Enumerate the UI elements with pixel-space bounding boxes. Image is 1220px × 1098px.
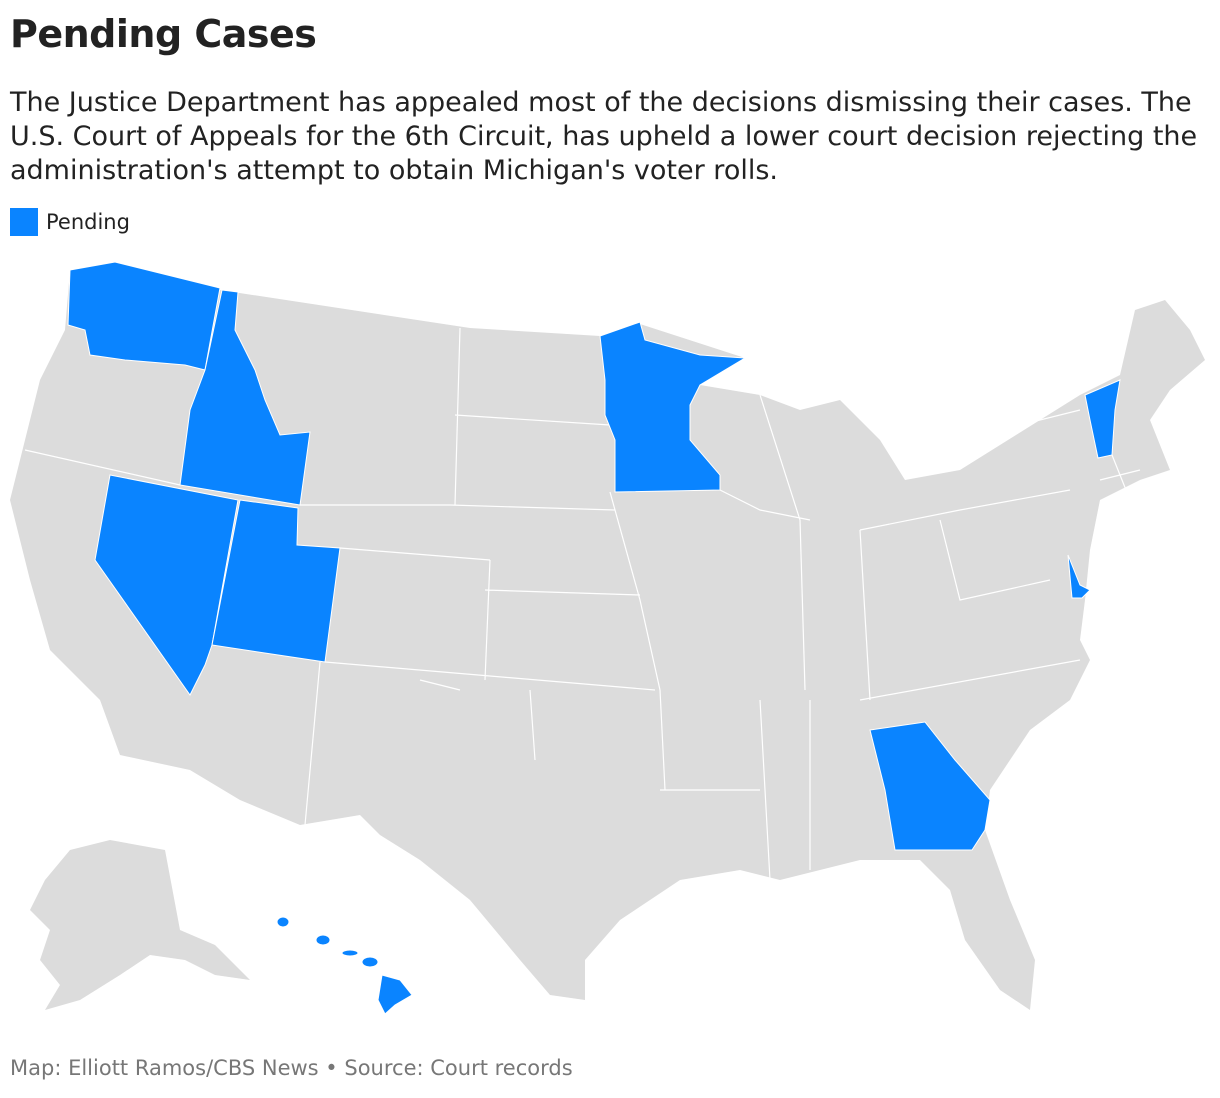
source: Source: Court records [344,1056,573,1080]
nevada [94,474,239,696]
pending-states [67,261,1121,1015]
legend-swatch [10,208,38,236]
legend-label: Pending [46,210,130,234]
hawaii-maui [361,956,379,968]
georgia [869,721,991,851]
utah [211,499,341,663]
hawaii-big-island [377,974,413,1015]
alaska [30,840,250,1010]
washington [67,261,221,371]
state-borders [24,327,1141,881]
separator: • [325,1056,338,1080]
vermont [1084,379,1121,459]
legend: Pending [10,208,130,236]
hawaii-kauai [276,916,290,928]
footer: Map: Elliott Ramos/CBS News • Source: Co… [10,1056,573,1080]
hawaii-molokai [341,949,359,957]
idaho [179,289,311,506]
delaware [1067,554,1091,599]
title: Pending Cases [10,12,317,56]
minnesota [599,321,747,493]
hawaii-oahu [315,934,331,946]
credit: Map: Elliott Ramos/CBS News [10,1056,319,1080]
subtitle: The Justice Department has appealed most… [10,87,1198,186]
